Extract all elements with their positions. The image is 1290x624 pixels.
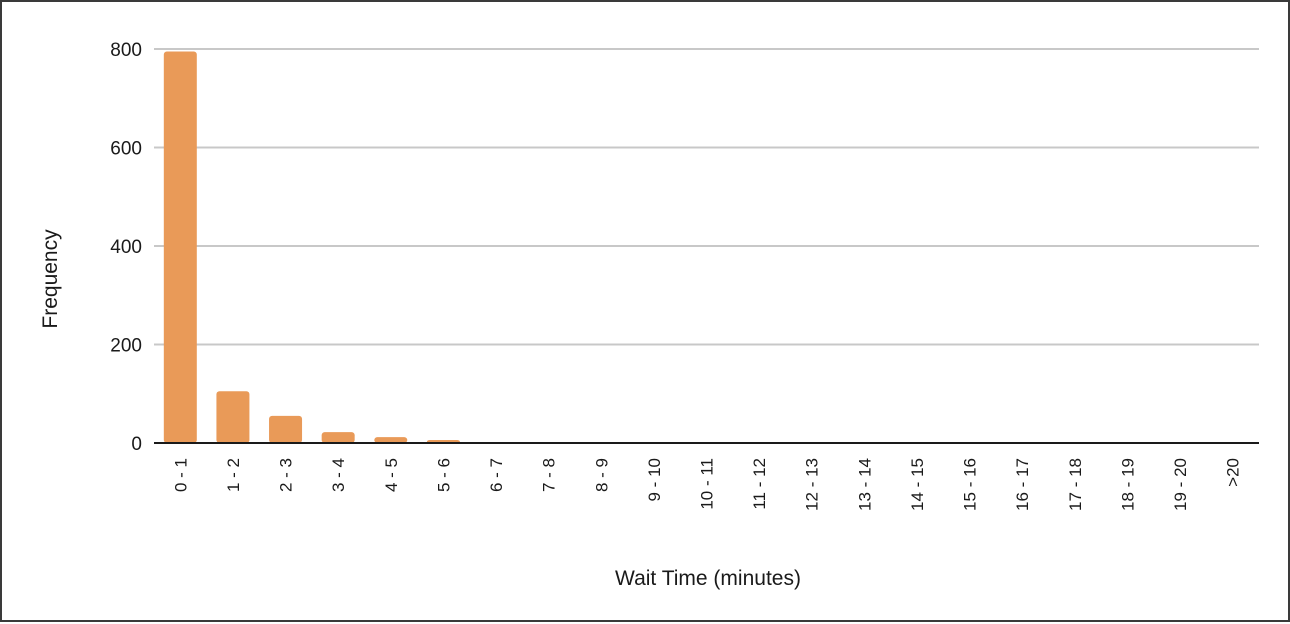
x-tick-label: 19 - 20	[1171, 458, 1190, 511]
bar	[164, 51, 197, 443]
gridlines	[154, 49, 1259, 345]
y-axis-ticks: 0 200 400 600 800	[110, 40, 142, 455]
x-tick-label: 1 - 2	[224, 458, 243, 492]
x-tick-label: 3 - 4	[329, 458, 348, 492]
x-tick-label: 12 - 13	[803, 458, 822, 511]
x-tick-label: 9 - 10	[645, 458, 664, 501]
x-axis-ticks: 0 - 1 1 - 2 2 - 3 3 - 4 4 - 5 5 - 6 6 - 7 7 - 8…	[171, 458, 1242, 511]
bar	[269, 416, 302, 443]
bar	[322, 432, 355, 443]
x-tick-label: 7 - 8	[540, 458, 559, 492]
x-tick-label: 18 - 19	[1118, 458, 1137, 511]
x-tick-label: 17 - 18	[1066, 458, 1085, 511]
x-tick-label: 14 - 15	[908, 458, 927, 511]
x-tick-label: 6 - 7	[487, 458, 506, 492]
x-tick-label: 0 - 1	[171, 458, 190, 492]
x-tick-label: 16 - 17	[1013, 458, 1032, 511]
y-tick-label: 200	[110, 336, 142, 357]
y-tick-label: 800	[110, 40, 142, 61]
x-tick-label: 10 - 11	[698, 458, 717, 510]
x-tick-label: >20	[1224, 458, 1243, 487]
bar	[216, 391, 249, 443]
y-tick-label: 600	[110, 139, 142, 160]
x-tick-label: 8 - 9	[592, 458, 611, 492]
x-tick-label: 2 - 3	[277, 458, 296, 492]
x-tick-label: 4 - 5	[382, 458, 401, 492]
bars	[164, 51, 513, 443]
y-axis-title: Frequency	[39, 229, 62, 329]
x-tick-label: 15 - 16	[961, 458, 980, 511]
y-tick-label: 400	[110, 237, 142, 258]
x-tick-label: 5 - 6	[434, 458, 453, 492]
y-tick-label: 0	[131, 434, 142, 455]
x-tick-label: 13 - 14	[855, 458, 874, 511]
x-tick-label: 11 - 12	[750, 458, 769, 510]
x-axis-title: Wait Time (minutes)	[615, 567, 801, 590]
